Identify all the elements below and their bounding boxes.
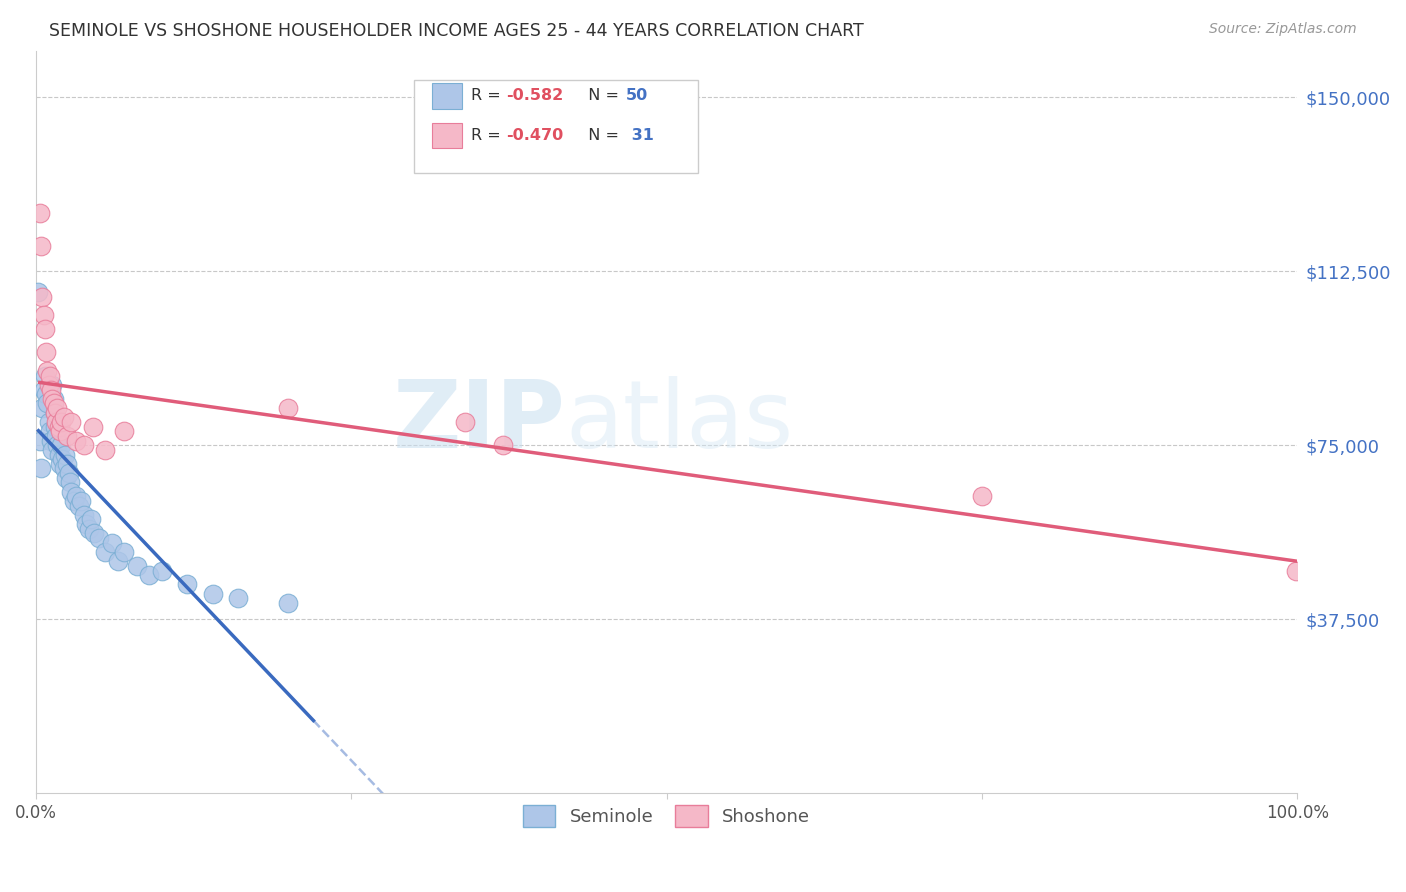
- Point: [277, 401, 299, 415]
- Point: [56, 429, 79, 443]
- Point: [51, 452, 73, 467]
- Text: Source: ZipAtlas.com: Source: ZipAtlas.com: [1209, 22, 1357, 37]
- Point: [46, 401, 69, 415]
- Point: [32, 383, 55, 397]
- Point: [454, 415, 477, 429]
- Point: [38, 377, 60, 392]
- FancyBboxPatch shape: [432, 83, 463, 109]
- Point: [51, 415, 73, 429]
- Point: [107, 554, 129, 568]
- Text: -0.582: -0.582: [506, 88, 564, 103]
- Point: [80, 512, 103, 526]
- Point: [970, 489, 993, 503]
- Point: [176, 577, 198, 591]
- Point: [52, 410, 75, 425]
- Point: [48, 419, 70, 434]
- Point: [73, 438, 96, 452]
- Point: [30, 238, 52, 252]
- Point: [52, 461, 75, 475]
- Point: [31, 290, 53, 304]
- Point: [65, 489, 87, 503]
- Point: [94, 545, 117, 559]
- Point: [125, 558, 148, 573]
- Point: [30, 461, 52, 475]
- Point: [37, 396, 59, 410]
- Text: atlas: atlas: [565, 376, 794, 468]
- Point: [44, 419, 66, 434]
- Point: [31, 401, 53, 415]
- Point: [39, 434, 62, 448]
- Point: [491, 438, 513, 452]
- Text: R =: R =: [471, 88, 506, 103]
- Point: [60, 484, 83, 499]
- Point: [51, 438, 73, 452]
- FancyBboxPatch shape: [432, 123, 463, 148]
- Point: [77, 522, 100, 536]
- Text: R =: R =: [471, 128, 506, 143]
- Text: SEMINOLE VS SHOSHONE HOUSEHOLDER INCOME AGES 25 - 44 YEARS CORRELATION CHART: SEMINOLE VS SHOSHONE HOUSEHOLDER INCOME …: [49, 22, 863, 40]
- Point: [1285, 564, 1308, 578]
- Point: [58, 466, 80, 480]
- Point: [45, 415, 67, 429]
- Point: [226, 591, 249, 606]
- Point: [53, 448, 76, 462]
- Point: [100, 535, 122, 549]
- Point: [42, 396, 65, 410]
- Point: [34, 368, 56, 383]
- Point: [112, 425, 135, 439]
- Point: [35, 345, 58, 359]
- Point: [59, 475, 82, 490]
- Text: N =: N =: [578, 88, 624, 103]
- Point: [27, 285, 49, 299]
- Point: [67, 499, 90, 513]
- Point: [28, 434, 51, 448]
- Point: [73, 508, 96, 522]
- Point: [138, 568, 160, 582]
- Point: [32, 308, 55, 322]
- Text: 50: 50: [626, 88, 648, 103]
- Point: [112, 545, 135, 559]
- Point: [82, 419, 104, 434]
- Point: [70, 494, 93, 508]
- Point: [41, 377, 63, 392]
- Point: [60, 415, 83, 429]
- Point: [65, 434, 87, 448]
- Point: [44, 406, 66, 420]
- Text: N =: N =: [578, 128, 624, 143]
- Point: [83, 526, 105, 541]
- Point: [28, 206, 51, 220]
- Point: [37, 364, 59, 378]
- Point: [42, 392, 65, 406]
- Point: [41, 392, 63, 406]
- Text: 31: 31: [626, 128, 654, 143]
- Point: [35, 387, 58, 401]
- Point: [38, 415, 60, 429]
- Text: ZIP: ZIP: [392, 376, 565, 468]
- Point: [44, 406, 66, 420]
- Point: [48, 448, 70, 462]
- FancyBboxPatch shape: [415, 80, 699, 173]
- Point: [55, 471, 77, 485]
- Point: [46, 438, 69, 452]
- Point: [45, 429, 67, 443]
- Point: [150, 564, 173, 578]
- Point: [34, 322, 56, 336]
- Point: [38, 368, 60, 383]
- Point: [201, 587, 224, 601]
- Point: [277, 596, 299, 610]
- Point: [38, 425, 60, 439]
- Legend: Seminole, Shoshone: Seminole, Shoshone: [513, 797, 820, 837]
- Point: [56, 457, 79, 471]
- Point: [49, 457, 72, 471]
- Point: [41, 442, 63, 457]
- Text: -0.470: -0.470: [506, 128, 564, 143]
- Point: [94, 442, 117, 457]
- Point: [87, 531, 110, 545]
- Point: [39, 383, 62, 397]
- Point: [75, 517, 97, 532]
- Point: [62, 494, 84, 508]
- Point: [49, 425, 72, 439]
